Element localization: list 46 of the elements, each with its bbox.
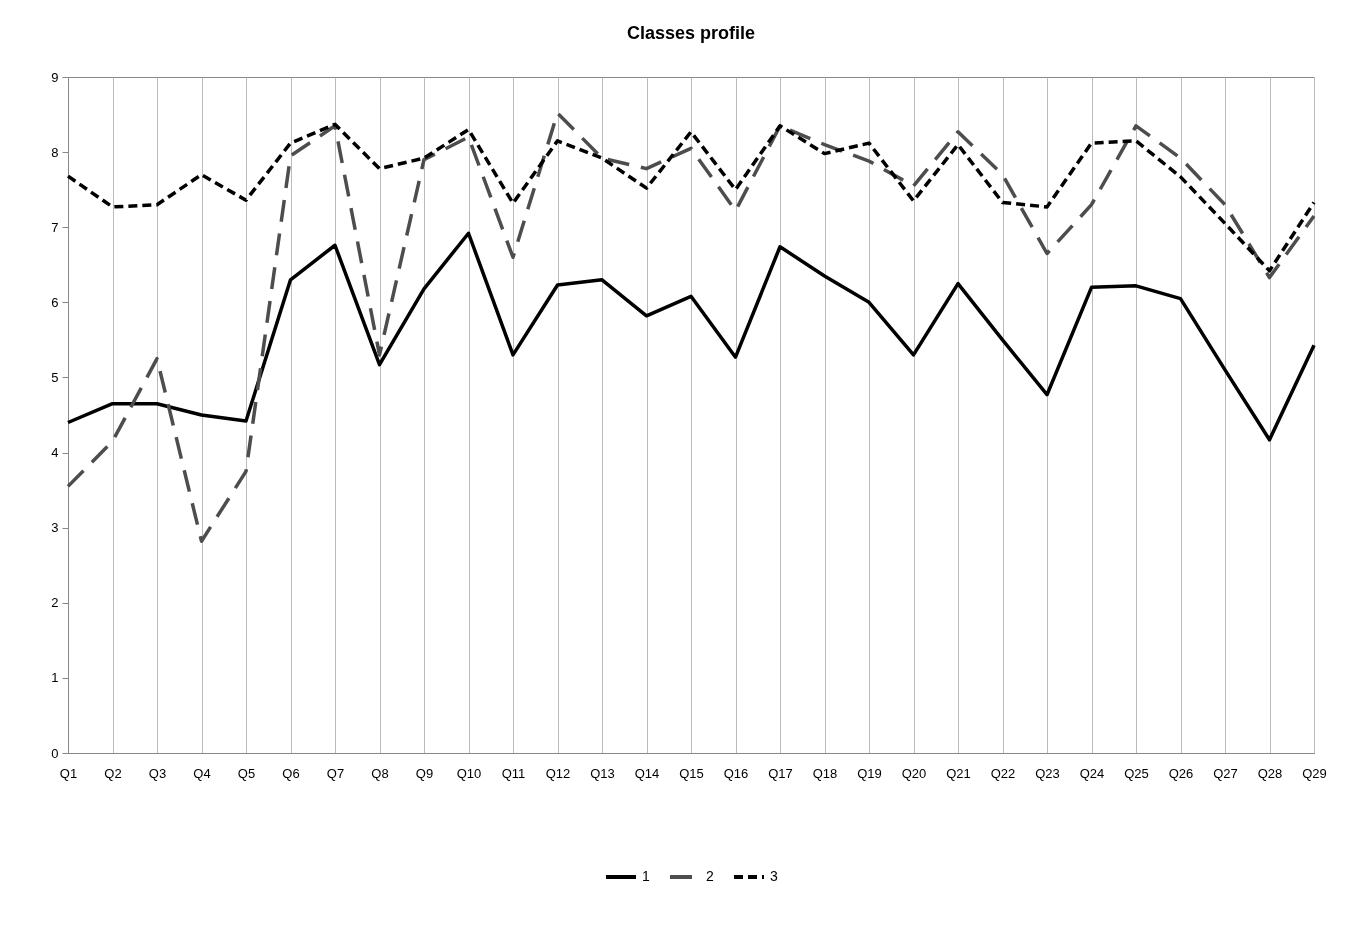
x-tick-label: Q13: [590, 765, 615, 781]
x-tick-label: Q14: [634, 765, 660, 781]
x-tick-label: Q9: [415, 765, 434, 781]
x-tick-label: Q5: [237, 765, 256, 781]
x-tick-label: Q8: [371, 765, 389, 781]
legend-label: 1: [642, 868, 650, 884]
x-tick-label: Q26: [1168, 765, 1194, 781]
x-tick-label: Q12: [545, 765, 571, 781]
x-tick-label: Q10: [456, 765, 482, 781]
x-tick-label: Q18: [812, 765, 838, 781]
y-tick-label: 6: [51, 294, 59, 310]
x-tick-label: Q6: [282, 765, 300, 781]
y-tick-label: 3: [51, 520, 59, 536]
y-tick-label: 2: [51, 595, 59, 611]
legend-label: 3: [770, 868, 778, 884]
y-tick-label: 4: [51, 445, 59, 461]
x-tick-label: Q24: [1079, 765, 1105, 781]
x-tick-label: Q4: [193, 765, 211, 781]
y-tick-label: 8: [51, 144, 59, 160]
x-tick-label: Q3: [148, 765, 167, 781]
x-tick-label: Q7: [326, 765, 345, 781]
line-series: [66, 231, 1316, 442]
chart-title: Classes profile: [626, 23, 756, 43]
line-series: [66, 111, 1316, 543]
x-tick-label: Q25: [1124, 765, 1149, 781]
x-tick-label: Q28: [1257, 765, 1283, 781]
x-tick-label: Q16: [723, 765, 749, 781]
x-tick-label: Q11: [501, 765, 526, 781]
x-tick-label: Q15: [679, 765, 704, 781]
x-tick-label: Q29: [1302, 765, 1327, 781]
y-tick-label: 0: [51, 745, 59, 761]
x-tick-label: Q20: [901, 765, 927, 781]
x-tick-label: Q2: [104, 765, 122, 781]
y-tick-label: 9: [51, 69, 59, 85]
x-tick-label: Q21: [946, 765, 971, 781]
x-tick-label: Q22: [990, 765, 1016, 781]
y-tick-label: 1: [51, 670, 59, 686]
x-tick-label: Q19: [857, 765, 882, 781]
x-tick-label: Q27: [1213, 765, 1238, 781]
x-tick-label: Q17: [768, 765, 793, 781]
y-tick-label: 5: [51, 369, 59, 385]
x-tick-label: Q1: [59, 765, 78, 781]
line-series: [66, 122, 1316, 273]
x-tick-label: Q23: [1035, 765, 1060, 781]
legend-label: 2: [706, 868, 714, 884]
y-tick-label: 7: [51, 219, 59, 235]
